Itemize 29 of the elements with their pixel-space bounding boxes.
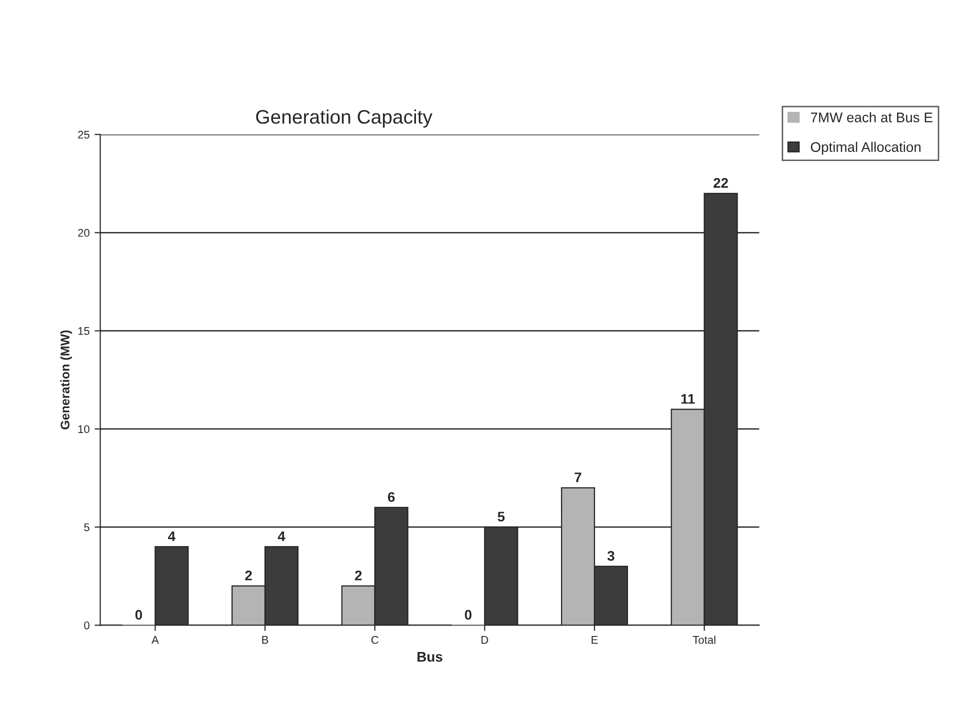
y-tick-label: 25	[78, 130, 90, 139]
y-tick-label: 20	[78, 228, 90, 237]
data-label: 2	[354, 570, 362, 580]
y-tick-label: 0	[84, 621, 90, 630]
y-tick-label: 5	[84, 523, 90, 532]
legend-label: Optimal Allocation	[810, 142, 920, 155]
data-label: 4	[278, 531, 286, 542]
y-tick-label: 15	[78, 327, 90, 335]
data-label: 3	[607, 550, 614, 561]
x-tick-label: Total	[692, 636, 716, 644]
x-axis-title: Bus	[418, 652, 442, 662]
y-tick-label: 10	[78, 425, 90, 434]
x-tick-label: D	[482, 636, 488, 644]
data-label: 2	[245, 570, 252, 580]
data-label: 0	[464, 610, 472, 620]
data-label: 6	[388, 492, 395, 502]
data-label: 7	[574, 472, 582, 482]
x-tick-label: C	[371, 636, 378, 644]
x-tick-label: B	[262, 636, 268, 644]
y-axis-title: Generation (MW)	[60, 330, 72, 430]
chart-title: Generation Capacity	[256, 110, 432, 128]
data-label: 22	[714, 178, 728, 188]
data-label: 4	[168, 531, 176, 542]
data-label: 0	[135, 610, 142, 620]
data-label: 5	[498, 512, 505, 522]
x-tick-label: E	[592, 636, 598, 644]
legend-label: 7MW each at Bus E	[810, 112, 932, 122]
data-label: 11	[681, 394, 695, 404]
x-tick-label: A	[152, 636, 159, 644]
